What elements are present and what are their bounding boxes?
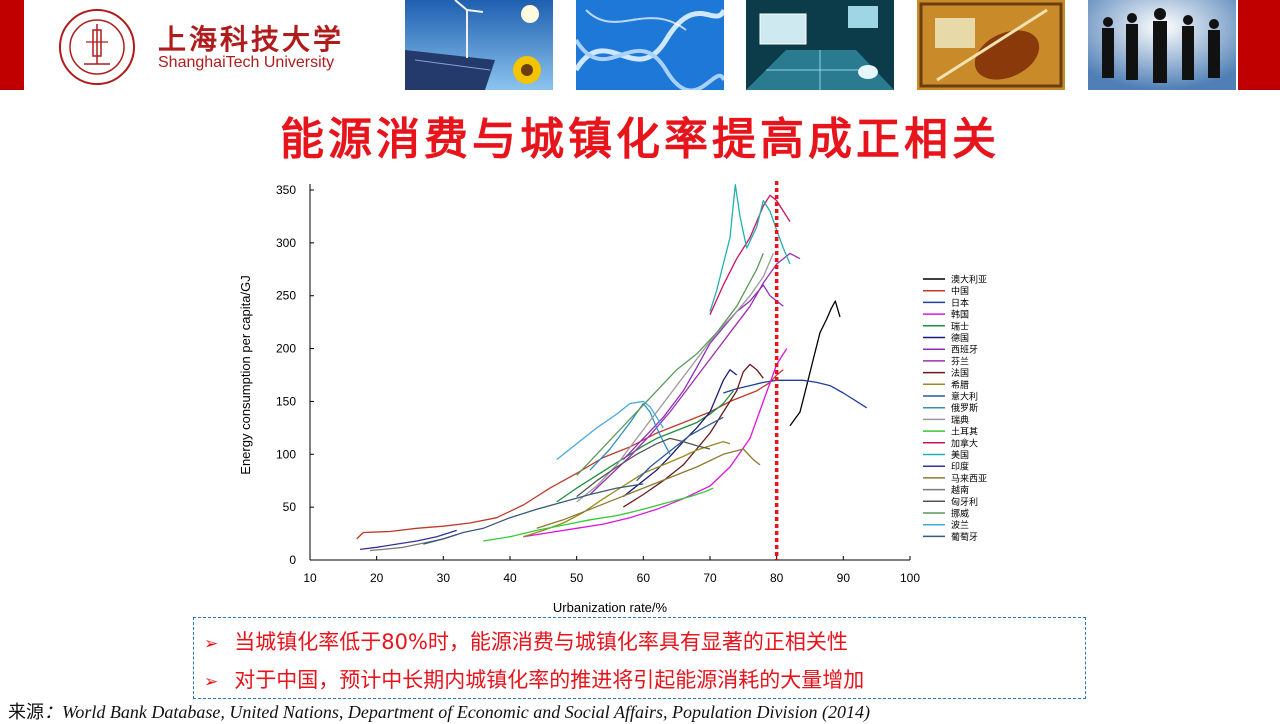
legend-label: 日本	[951, 297, 969, 309]
finding-text: 当城镇化率低于80%时，能源消费与城镇化率具有显著的正相关性	[234, 630, 848, 654]
legend-label: 法国	[951, 367, 969, 379]
legend-label: 俄罗斯	[951, 402, 978, 414]
source-citation: 来源：World Bank Database, United Nations, …	[8, 698, 870, 724]
legend-label: 西班牙	[951, 344, 978, 356]
header-accent-bar-right	[1238, 0, 1280, 90]
series-line	[369, 533, 457, 552]
x-tick-label: 10	[303, 571, 317, 585]
x-tick-label: 80	[770, 571, 784, 585]
y-tick-label: 250	[276, 289, 296, 303]
series-line	[622, 363, 764, 508]
key-findings-box: ➢ 当城镇化率低于80%时，能源消费与城镇化率具有显著的正相关性 ➢ 对于中国，预计…	[193, 617, 1086, 699]
legend-label: 匈牙利	[951, 496, 978, 508]
legend-label: 印度	[951, 461, 969, 473]
arrow-bullet-icon: ➢	[204, 672, 219, 692]
legend-label: 瑞士	[951, 320, 969, 332]
y-tick-label: 200	[276, 342, 296, 356]
x-tick-label: 60	[637, 571, 651, 585]
legend-label: 波兰	[951, 519, 969, 531]
series-line	[536, 448, 761, 529]
series-line	[523, 348, 788, 538]
series-line	[789, 300, 841, 427]
slide-title: 能源消费与城镇化率提高成正相关	[280, 114, 1000, 165]
y-tick-label: 300	[276, 236, 296, 250]
legend-label: 韩国	[951, 309, 969, 321]
y-tick-label: 50	[283, 500, 297, 514]
university-name-cn: 上海科技大学	[158, 23, 345, 56]
university-name-en: ShanghaiTech University	[158, 54, 335, 71]
dna-helix-image	[576, 0, 724, 90]
x-tick-label: 90	[837, 571, 851, 585]
y-tick-label: 0	[289, 553, 296, 567]
finding-item: ➢ 当城镇化率低于80%时，能源消费与城镇化率具有显著的正相关性	[204, 626, 848, 656]
series-line	[576, 437, 711, 498]
legend-label: 意大利	[951, 391, 978, 403]
legend-label: 土耳其	[951, 426, 978, 438]
legend-label: 瑞典	[951, 414, 969, 426]
series-line	[622, 284, 784, 461]
series-line	[423, 483, 644, 545]
business-silhouettes-image	[1088, 0, 1236, 90]
x-tick-label: 50	[570, 571, 584, 585]
y-tick-label: 150	[276, 394, 296, 408]
legend-label: 挪威	[951, 508, 969, 520]
y-axis-label: Energy consumption per capita/GJ	[238, 275, 253, 474]
series-line	[359, 529, 457, 551]
series-line	[636, 416, 724, 482]
y-tick-label: 100	[276, 447, 296, 461]
legend-label: 葡萄牙	[951, 531, 978, 543]
finding-item: ➢ 对于中国，预计中长期内城镇化率的推进将引起能源消耗的大量增加	[204, 664, 864, 694]
series-line	[483, 487, 714, 542]
energy-urbanization-chart: 10 20 30 40 50 60 70 80 90 100 0 50 100 150 200 250 300 3…	[238, 178, 987, 615]
legend-label: 越南	[951, 484, 969, 496]
series-line	[622, 369, 738, 498]
series-line	[356, 369, 784, 540]
series-line	[589, 252, 801, 495]
y-tick-label: 350	[276, 183, 296, 197]
source-label: 来源	[8, 702, 44, 722]
legend-label: 美国	[951, 449, 969, 461]
x-tick-label: 20	[370, 571, 384, 585]
laptop-grid-image	[746, 0, 894, 90]
series-line	[556, 390, 734, 503]
series-line	[589, 402, 671, 471]
legend-label: 马来西亚	[951, 473, 987, 484]
series-line	[556, 400, 664, 461]
x-tick-label: 30	[437, 571, 451, 585]
legend-label: 希腊	[951, 379, 969, 391]
series-line	[576, 253, 764, 476]
violin-art-image	[917, 0, 1065, 90]
x-tick-label: 100	[900, 571, 920, 585]
legend-label: 德国	[951, 332, 969, 344]
arrow-bullet-icon: ➢	[204, 634, 219, 654]
legend-label: 中国	[951, 285, 969, 297]
x-tick-label: 40	[503, 571, 517, 585]
legend-label: 澳大利亚	[951, 274, 987, 286]
university-logo-icon	[58, 8, 136, 86]
x-tick-label: 70	[703, 571, 717, 585]
legend-label: 芬兰	[951, 355, 969, 367]
source-text: ：World Bank Database, United Nations, De…	[44, 702, 870, 722]
x-axis-label: Urbanization rate/%	[553, 600, 668, 615]
legend-label: 加拿大	[951, 437, 978, 449]
header-accent-bar-left	[0, 0, 24, 90]
series-line	[576, 253, 774, 503]
wind-turbine-sunflower-image	[405, 0, 553, 90]
series-line	[723, 379, 868, 409]
finding-text: 对于中国，预计中长期内城镇化率的推进将引起能源消耗的大量增加	[234, 668, 865, 692]
